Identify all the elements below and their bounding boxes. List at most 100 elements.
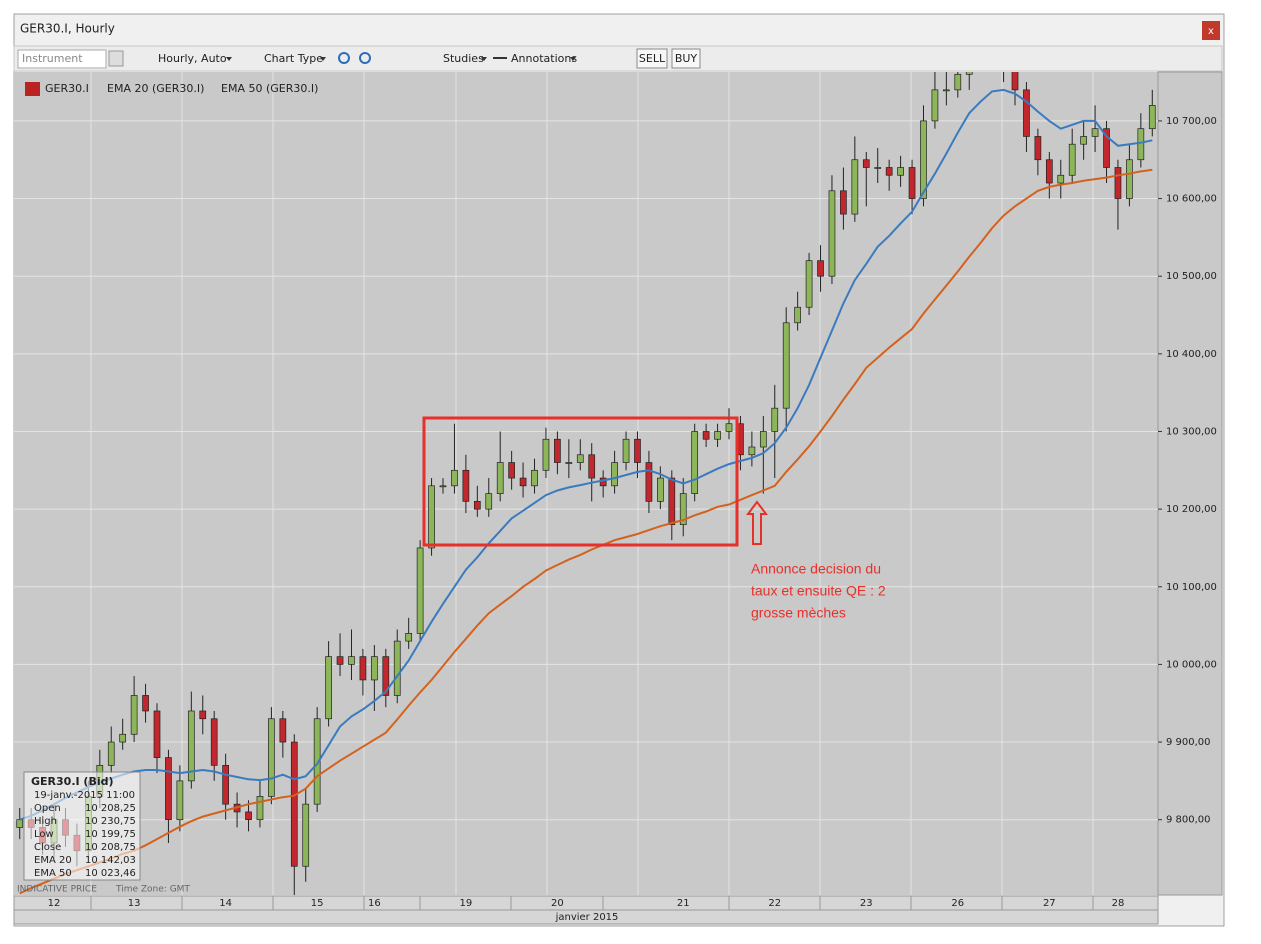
x-tick-label: 15 (311, 898, 324, 909)
candle-body (1137, 128, 1145, 161)
candle-body (405, 632, 413, 642)
x-tick-label: 26 (951, 898, 964, 909)
candle-body (908, 167, 916, 199)
candle-body (862, 159, 870, 168)
candle-body (279, 718, 287, 743)
candle-body (519, 477, 527, 487)
studies-menu[interactable]: Studies (443, 52, 484, 65)
close-button[interactable] (1202, 21, 1220, 40)
x-tick-label: 27 (1043, 898, 1056, 909)
info-box (23, 771, 141, 881)
sell-label[interactable]: SELL (639, 52, 666, 65)
candle-body (153, 710, 161, 758)
candle-body (165, 757, 172, 821)
info-datetime: 19-janv.-2015 11:00 (34, 790, 135, 801)
candle-body (451, 469, 458, 487)
info-label: High (34, 816, 57, 827)
annotation-arrow (746, 500, 768, 545)
candle-body (462, 469, 470, 502)
instrument-icon (25, 82, 40, 96)
candle-body (359, 656, 367, 681)
buy-label[interactable]: BUY (675, 52, 698, 65)
y-tick-label: 10 200,00 (1166, 504, 1217, 515)
candle-body (1068, 143, 1076, 176)
chart-type-menu[interactable]: Chart Type (264, 52, 323, 65)
info-label: EMA 20 (34, 855, 72, 866)
instrument-input[interactable] (17, 49, 107, 69)
y-tick-label: 10 300,00 (1166, 426, 1217, 437)
legend-entry[interactable]: EMA 50 (GER30.I) (221, 82, 318, 95)
close-label[interactable]: x (1208, 26, 1214, 37)
candle-body (920, 120, 927, 199)
instrument-placeholder[interactable]: Instrument (22, 52, 83, 65)
x-tick-label: 21 (677, 898, 690, 909)
window-title: GER30.I, Hourly (20, 22, 115, 36)
candle-body (325, 656, 332, 720)
y-tick-label: 10 100,00 (1166, 582, 1217, 593)
info-value: 10 208,25 (85, 803, 136, 814)
info-value: 10 142,03 (85, 855, 136, 866)
y-tick-label: 9 800,00 (1166, 815, 1211, 826)
candle-body (851, 159, 859, 215)
candle-body (874, 167, 882, 169)
candle-body (16, 819, 24, 828)
candle-body (657, 477, 664, 502)
x-tick-label: 23 (860, 898, 873, 909)
day-separators (90, 896, 1094, 910)
search-icon[interactable] (108, 50, 124, 67)
candle-body (176, 780, 184, 821)
candle-body (199, 710, 207, 720)
toolbar (13, 45, 1223, 72)
zoom-out[interactable] (359, 52, 371, 64)
dropdown-arrow (481, 57, 487, 61)
candle-body (817, 260, 824, 277)
candle-body (302, 803, 310, 867)
x-tick-label: 12 (48, 898, 61, 909)
legend-entry[interactable]: EMA 20 (GER30.I) (107, 82, 204, 95)
candle-body (1011, 72, 1019, 91)
candle-body (268, 718, 275, 797)
info-label: EMA 50 (34, 868, 72, 879)
annotation-text: grosse mèches (751, 605, 846, 621)
y-tick-label: 10 000,00 (1166, 659, 1217, 670)
candle-body (634, 438, 641, 463)
candle-body (565, 462, 573, 464)
candle-body (416, 547, 424, 634)
candle-body (679, 493, 687, 525)
candle-body (1057, 174, 1065, 184)
zoom-in[interactable] (338, 52, 350, 64)
candle-body (393, 640, 401, 696)
candle-body (119, 733, 127, 743)
annotations-menu[interactable]: Annotations (511, 52, 577, 65)
x-tick-label: 13 (128, 898, 141, 909)
candle-body (714, 431, 721, 440)
price-axis (1157, 71, 1223, 896)
interval-menu[interactable]: Hourly, Auto (158, 52, 227, 65)
candle-body (1126, 159, 1133, 199)
x-tick-label: 16 (368, 898, 381, 909)
candle-body (576, 454, 584, 463)
x-tick-label: 22 (768, 898, 781, 909)
y-tick-label: 10 700,00 (1166, 116, 1217, 127)
y-tick-label: 10 600,00 (1166, 194, 1217, 205)
annotation-text: taux et ensuite QE : 2 (751, 583, 886, 599)
info-value: 10 208,75 (85, 842, 136, 853)
info-value: 10 230,75 (85, 816, 136, 827)
candle-body (725, 423, 733, 432)
candle-body (348, 656, 355, 665)
candle-body (428, 485, 435, 549)
candle-body (187, 710, 195, 782)
candle-body (759, 431, 767, 448)
buy-button[interactable] (671, 48, 701, 69)
candle-body (794, 306, 801, 324)
legend-instrument[interactable]: GER30.I (45, 82, 89, 95)
x-tick-label: 20 (551, 898, 564, 909)
dropdown-arrow (570, 57, 576, 61)
candle-body (531, 469, 538, 487)
candle-body (1080, 136, 1087, 145)
sell-button[interactable] (636, 48, 668, 69)
candle-body (245, 811, 252, 821)
candle-body (1091, 128, 1099, 137)
candle-body (1148, 105, 1156, 130)
